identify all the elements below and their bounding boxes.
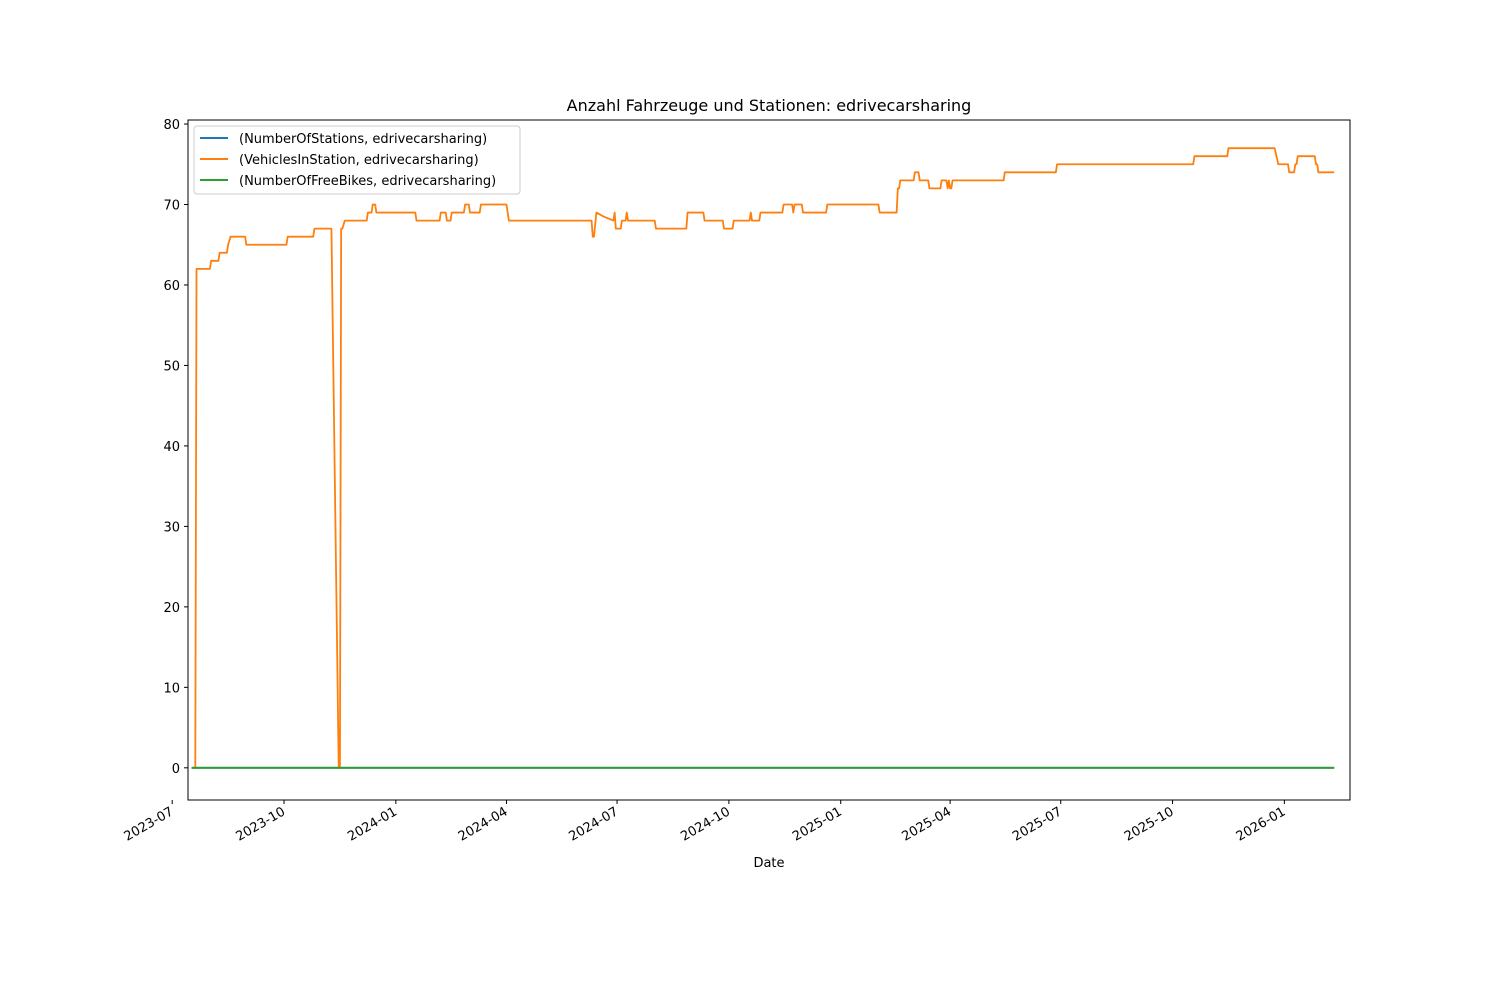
y-tick-label: 10	[163, 681, 180, 696]
y-tick-label: 30	[163, 520, 180, 535]
plot-frame	[187, 119, 1351, 801]
legend-label: (NumberOfFreeBikes, edrivecarsharing)	[239, 174, 496, 189]
y-tick-label: 40	[163, 440, 180, 455]
series-line-1	[191, 147, 1335, 769]
y-tick-label: 0	[172, 762, 180, 777]
legend-label: (VehiclesInStation, edrivecarsharing)	[239, 153, 479, 168]
plot-lines	[191, 147, 1335, 769]
y-tick-label: 50	[163, 359, 180, 374]
y-tick-label: 80	[163, 118, 180, 133]
legend-label: (NumberOfStations, edrivecarsharing)	[239, 132, 487, 147]
x-axis-label: Date	[753, 856, 784, 871]
legend: (NumberOfStations, edrivecarsharing) (Veh…	[193, 125, 521, 195]
y-tick-label: 70	[163, 198, 180, 213]
chart-title: Anzahl Fahrzeuge und Stationen: edriveca…	[567, 96, 972, 115]
legend-box	[193, 125, 521, 195]
y-axis: 0 10 20 30 40 50 60 70 80	[163, 118, 188, 777]
y-tick-label: 60	[163, 279, 180, 294]
y-tick-label: 20	[163, 601, 180, 616]
